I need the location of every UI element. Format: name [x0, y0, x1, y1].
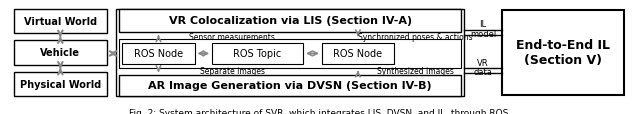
Bar [212, 44, 303, 64]
Text: Fig. 2: System architecture of SVR, which integrates LIS, DVSN, and IL, through : Fig. 2: System architecture of SVR, whic… [129, 108, 511, 114]
Bar [322, 44, 394, 64]
Bar [122, 44, 195, 64]
Text: VR: VR [477, 58, 489, 67]
Text: Sensor measurements: Sensor measurements [189, 32, 275, 41]
Bar [119, 75, 461, 96]
Text: Vehicle: Vehicle [40, 48, 81, 58]
Text: End-to-End IL
(Section V): End-to-End IL (Section V) [516, 39, 610, 67]
Text: Synchronized poses & actions: Synchronized poses & actions [358, 32, 473, 41]
Text: AR Image Generation via DVSN (Section IV-B): AR Image Generation via DVSN (Section IV… [148, 81, 432, 91]
Bar [119, 40, 461, 68]
Text: ROS Topic: ROS Topic [234, 49, 282, 59]
Text: IL: IL [479, 20, 486, 29]
Bar [14, 41, 107, 65]
Bar [14, 9, 107, 34]
Bar [14, 72, 107, 97]
Bar [116, 9, 464, 97]
Text: data: data [474, 67, 493, 76]
Text: Separate images: Separate images [200, 67, 265, 75]
Text: ROS Node: ROS Node [333, 49, 383, 59]
Text: model: model [470, 30, 496, 39]
Bar [502, 10, 624, 96]
Text: VR Colocalization via LIS (Section IV-A): VR Colocalization via LIS (Section IV-A) [169, 16, 412, 26]
Text: ROS Node: ROS Node [134, 49, 183, 59]
Text: Physical World: Physical World [20, 79, 101, 89]
Text: Virtual World: Virtual World [24, 17, 97, 27]
Bar [119, 9, 461, 33]
Text: Synthesized images: Synthesized images [378, 67, 454, 75]
